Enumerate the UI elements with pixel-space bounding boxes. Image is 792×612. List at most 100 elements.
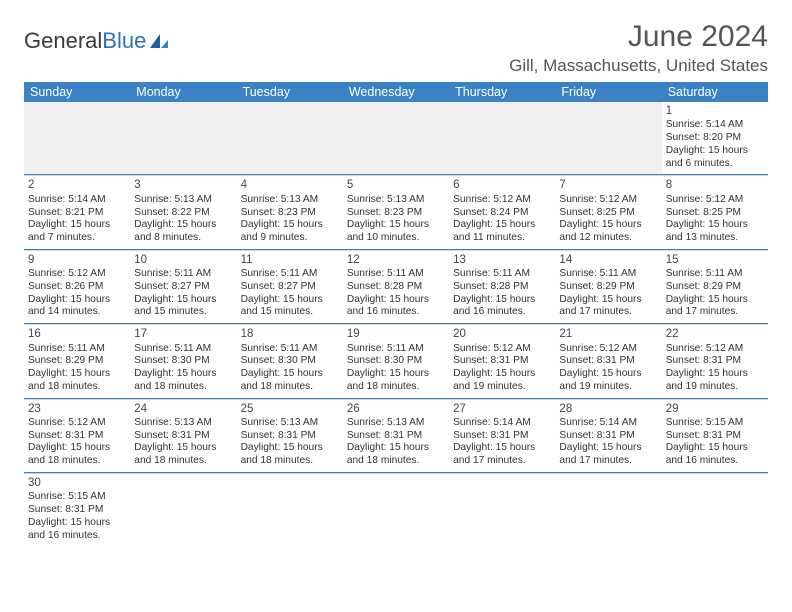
- calendar-day: 20 Sunrise: 5:12 AMSunset: 8:31 PMDayligh…: [449, 324, 555, 397]
- day-number: 23: [28, 402, 126, 416]
- sunrise-text: Sunrise: 5:12 AM: [666, 343, 764, 356]
- sunset-text: Sunset: 8:31 PM: [453, 355, 551, 368]
- daylight-text: Daylight: 15 hours and 18 minutes.: [134, 368, 232, 394]
- calendar-week: 16Sunrise: 5:11 AMSunset: 8:29 PMDayligh…: [24, 324, 768, 398]
- daylight-text: Daylight: 15 hours and 18 minutes.: [241, 368, 339, 394]
- daylight-text: Daylight: 15 hours and 13 minutes.: [666, 219, 764, 245]
- daylight-text: Daylight: 15 hours and 18 minutes.: [28, 368, 126, 394]
- daylight-text: Daylight: 15 hours and 9 minutes.: [241, 219, 339, 245]
- sunrise-text: Sunrise: 5:13 AM: [241, 417, 339, 430]
- daylight-text: Daylight: 15 hours and 15 minutes.: [134, 294, 232, 320]
- sunrise-text: Sunrise: 5:11 AM: [453, 268, 551, 281]
- sunrise-text: Sunrise: 5:12 AM: [28, 268, 126, 281]
- day-number: 7: [559, 178, 657, 192]
- calendar-day: 11Sunrise: 5:11 AMSunset: 8:27 PMDayligh…: [237, 250, 343, 323]
- sunrise-text: Sunrise: 5:12 AM: [28, 417, 126, 430]
- sunset-text: Sunset: 8:29 PM: [666, 281, 764, 294]
- daylight-text: Daylight: 15 hours and 19 minutes.: [453, 368, 551, 394]
- calendar-day: 27Sunrise: 5:14 AMSunset: 8:31 PMDayligh…: [449, 399, 555, 472]
- day-number: 11: [241, 253, 339, 267]
- day-number: 28: [559, 402, 657, 416]
- day-number: 2: [28, 178, 126, 192]
- dayhead-wed: Wednesday: [343, 82, 449, 102]
- sunrise-text: Sunrise: 5:11 AM: [347, 268, 445, 281]
- calendar-day: 5Sunrise: 5:13 AMSunset: 8:23 PMDaylight…: [343, 175, 449, 248]
- calendar-day: 25Sunrise: 5:13 AMSunset: 8:31 PMDayligh…: [237, 399, 343, 472]
- calendar-day: 8Sunrise: 5:12 AMSunset: 8:25 PMDaylight…: [662, 175, 768, 248]
- sunset-text: Sunset: 8:31 PM: [559, 355, 657, 368]
- brand-part1: General: [24, 28, 102, 54]
- calendar-week: 23Sunrise: 5:12 AMSunset: 8:31 PMDayligh…: [24, 399, 768, 473]
- daylight-text: Daylight: 15 hours and 18 minutes.: [347, 368, 445, 394]
- sunset-text: Sunset: 8:31 PM: [453, 430, 551, 443]
- calendar-day: 3Sunrise: 5:13 AMSunset: 8:22 PMDaylight…: [130, 175, 236, 248]
- title-block: June 2024 Gill, Massachusetts, United St…: [509, 20, 768, 76]
- sunset-text: Sunset: 8:28 PM: [453, 281, 551, 294]
- daylight-text: Daylight: 15 hours and 18 minutes.: [134, 442, 232, 468]
- day-number: 13: [453, 253, 551, 267]
- day-number: 20: [453, 327, 551, 341]
- day-number: 18: [241, 327, 339, 341]
- sunset-text: Sunset: 8:23 PM: [241, 207, 339, 220]
- calendar-day: 16 Sunrise: 5:11 AMSunset: 8:29 PMDayligh…: [24, 324, 130, 397]
- daylight-text: Daylight: 15 hours and 11 minutes.: [453, 219, 551, 245]
- sunset-text: Sunset: 8:24 PM: [453, 207, 551, 220]
- day-number: 21: [559, 327, 657, 341]
- day-number: 19: [347, 327, 445, 341]
- dayhead-sat: Saturday: [662, 82, 768, 102]
- day-number: 24: [134, 402, 232, 416]
- calendar-day: 6Sunrise: 5:12 AMSunset: 8:24 PMDaylight…: [449, 175, 555, 248]
- calendar-day: 26Sunrise: 5:13 AMSunset: 8:31 PMDayligh…: [343, 399, 449, 472]
- calendar-day-empty: [555, 473, 661, 546]
- daylight-text: Daylight: 15 hours and 8 minutes.: [134, 219, 232, 245]
- brand-part2: Blue: [102, 28, 146, 54]
- calendar-day: 14Sunrise: 5:11 AMSunset: 8:29 PMDayligh…: [555, 250, 661, 323]
- sunset-text: Sunset: 8:30 PM: [347, 355, 445, 368]
- brand-logo: GeneralBlue: [24, 28, 170, 54]
- sunrise-text: Sunrise: 5:14 AM: [28, 194, 126, 207]
- sunrise-text: Sunrise: 5:11 AM: [28, 343, 126, 356]
- calendar-day: 22Sunrise: 5:12 AMSunset: 8:31 PMDayligh…: [662, 324, 768, 397]
- sunrise-text: Sunrise: 5:15 AM: [666, 417, 764, 430]
- dayhead-tue: Tuesday: [237, 82, 343, 102]
- daylight-text: Daylight: 15 hours and 18 minutes.: [241, 442, 339, 468]
- sunrise-text: Sunrise: 5:14 AM: [559, 417, 657, 430]
- day-number: 25: [241, 402, 339, 416]
- sunset-text: Sunset: 8:31 PM: [666, 430, 764, 443]
- sunset-text: Sunset: 8:31 PM: [666, 355, 764, 368]
- day-number: 16: [28, 327, 126, 341]
- day-number: 14: [559, 253, 657, 267]
- calendar-week: 1Sunrise: 5:14 AMSunset: 8:20 PMDaylight…: [24, 102, 768, 175]
- weekday-header: Sunday Monday Tuesday Wednesday Thursday…: [24, 82, 768, 102]
- sunset-text: Sunset: 8:22 PM: [134, 207, 232, 220]
- calendar-day-empty: [449, 473, 555, 546]
- sunset-text: Sunset: 8:31 PM: [241, 430, 339, 443]
- day-number: 6: [453, 178, 551, 192]
- sunrise-text: Sunrise: 5:12 AM: [453, 343, 551, 356]
- sunrise-text: Sunrise: 5:15 AM: [28, 491, 126, 504]
- sunrise-text: Sunrise: 5:13 AM: [347, 194, 445, 207]
- sunrise-text: Sunrise: 5:13 AM: [347, 417, 445, 430]
- calendar-day-empty: [130, 473, 236, 546]
- calendar-day: 7Sunrise: 5:12 AMSunset: 8:25 PMDaylight…: [555, 175, 661, 248]
- daylight-text: Daylight: 15 hours and 18 minutes.: [347, 442, 445, 468]
- calendar-week: 2Sunrise: 5:14 AMSunset: 8:21 PMDaylight…: [24, 175, 768, 249]
- sunset-text: Sunset: 8:31 PM: [347, 430, 445, 443]
- day-number: 4: [241, 178, 339, 192]
- sunrise-text: Sunrise: 5:11 AM: [241, 343, 339, 356]
- sunset-text: Sunset: 8:23 PM: [347, 207, 445, 220]
- calendar-day: 29Sunrise: 5:15 AMSunset: 8:31 PMDayligh…: [662, 399, 768, 472]
- sunrise-text: Sunrise: 5:12 AM: [666, 194, 764, 207]
- sunset-text: Sunset: 8:27 PM: [134, 281, 232, 294]
- sunset-text: Sunset: 8:31 PM: [28, 430, 126, 443]
- daylight-text: Daylight: 15 hours and 6 minutes.: [666, 145, 764, 171]
- sunset-text: Sunset: 8:29 PM: [28, 355, 126, 368]
- calendar-day: 12Sunrise: 5:11 AMSunset: 8:28 PMDayligh…: [343, 250, 449, 323]
- day-number: 30: [28, 476, 126, 490]
- calendar-day: 9Sunrise: 5:12 AMSunset: 8:26 PMDaylight…: [24, 250, 130, 323]
- sunrise-text: Sunrise: 5:13 AM: [241, 194, 339, 207]
- day-number: 1: [666, 104, 764, 118]
- sunrise-text: Sunrise: 5:11 AM: [347, 343, 445, 356]
- day-number: 26: [347, 402, 445, 416]
- sunrise-text: Sunrise: 5:12 AM: [559, 194, 657, 207]
